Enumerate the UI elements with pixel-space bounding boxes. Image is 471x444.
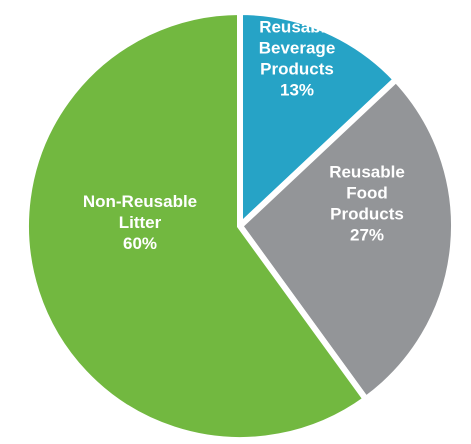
pie-slice-3 — [23, 8, 370, 443]
slice-label-line: 60% — [123, 234, 157, 253]
slice-label-3: Non-Reusable Litter 60% — [83, 192, 197, 253]
pie-slice-1 — [237, 8, 401, 233]
slice-label-line: Products — [260, 60, 334, 79]
slice-label-line: Litter — [119, 213, 162, 232]
slice-layer — [23, 8, 457, 443]
slice-label-line: Food — [346, 183, 388, 202]
slice-label-line: Reusable — [259, 18, 335, 37]
slice-label-1: Reusable Beverage Products 13% — [259, 18, 336, 100]
slice-label-line: Beverage — [259, 39, 336, 58]
label-layer: Reusable Beverage Products 13% Reusable Food P… — [83, 18, 405, 253]
slice-label-line: Non-Reusable — [83, 192, 197, 211]
slice-label-line: Products — [330, 204, 404, 223]
slice-label-2: Reusable Food Products 27% — [329, 162, 405, 244]
slice-label-line: 13% — [280, 81, 314, 100]
slice-label-line: Reusable — [329, 162, 405, 181]
pie-slice-2 — [236, 75, 457, 404]
slice-label-line: 27% — [350, 225, 384, 244]
